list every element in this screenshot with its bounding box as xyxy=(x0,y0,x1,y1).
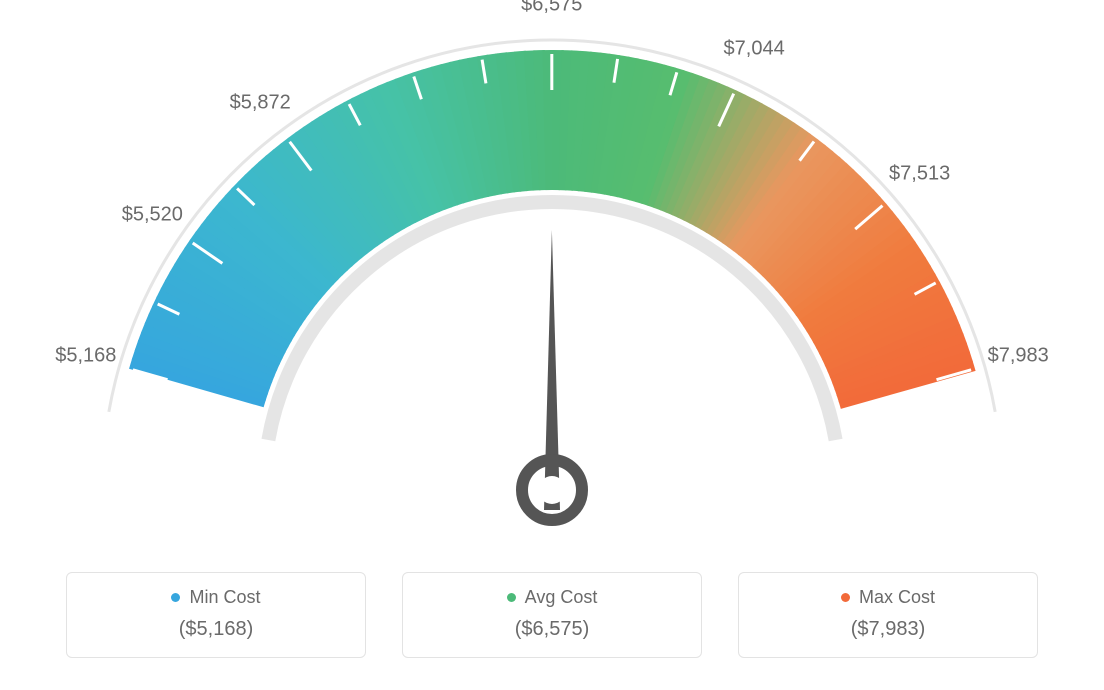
legend-card-max: Max Cost ($7,983) xyxy=(738,572,1038,658)
legend-title-min: Min Cost xyxy=(171,587,260,608)
gauge-svg xyxy=(0,0,1104,560)
legend-value-min: ($5,168) xyxy=(67,618,365,641)
legend-dot-avg xyxy=(507,593,516,602)
gauge-tick-label: $5,520 xyxy=(122,204,183,227)
legend-label-min: Min Cost xyxy=(189,587,260,608)
legend-title-max: Max Cost xyxy=(841,587,935,608)
legend-label-avg: Avg Cost xyxy=(525,587,598,608)
legend-value-max: ($7,983) xyxy=(739,618,1037,641)
legend-card-avg: Avg Cost ($6,575) xyxy=(402,572,702,658)
legend-dot-min xyxy=(171,593,180,602)
gauge-tick-label: $7,044 xyxy=(724,38,785,61)
legend-label-max: Max Cost xyxy=(859,587,935,608)
gauge-tick-label: $5,168 xyxy=(55,345,116,368)
legend-value-avg: ($6,575) xyxy=(403,618,701,641)
legend-title-avg: Avg Cost xyxy=(507,587,598,608)
legend-row: Min Cost ($5,168) Avg Cost ($6,575) Max … xyxy=(0,560,1104,658)
legend-card-min: Min Cost ($5,168) xyxy=(66,572,366,658)
legend-dot-max xyxy=(841,593,850,602)
gauge-chart: $5,168 $5,520 $5,872 $6,575 $7,044 $7,513 $7,9… xyxy=(0,0,1104,560)
gauge-tick-label: $5,872 xyxy=(230,91,291,114)
gauge-tick-label: $6,575 xyxy=(521,0,582,17)
gauge-tick-label: $7,513 xyxy=(889,162,950,185)
gauge-tick-label: $7,983 xyxy=(988,345,1049,368)
